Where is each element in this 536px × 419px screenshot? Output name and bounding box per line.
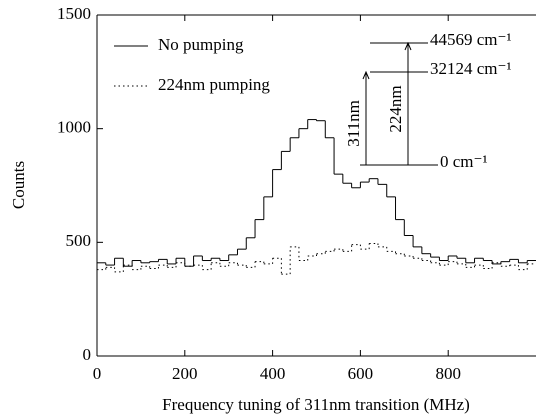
legend-label: No pumping (158, 35, 244, 54)
energy-level-label: 0 cm⁻¹ (440, 152, 488, 171)
energy-level-label: 32124 cm⁻¹ (430, 59, 512, 78)
y-axis-label: Counts (9, 161, 28, 209)
y-tick-label: 1000 (57, 118, 91, 137)
y-tick-label: 1500 (57, 4, 91, 23)
energy-level-label: 44569 cm⁻¹ (430, 30, 512, 49)
arrow-head (404, 41, 412, 51)
transition-label: 311nm (344, 100, 363, 147)
x-tick-label: 400 (260, 364, 286, 383)
x-tick-label: 600 (348, 364, 374, 383)
y-tick-label: 0 (83, 345, 92, 364)
arrow-head (362, 70, 370, 80)
y-tick-label: 500 (66, 231, 92, 250)
transition-label: 224nm (386, 85, 405, 132)
legend-label: 224nm pumping (158, 75, 270, 94)
x-axis-label: Frequency tuning of 311nm transition (MH… (162, 395, 470, 414)
x-tick-label: 200 (172, 364, 198, 383)
x-tick-label: 800 (435, 364, 461, 383)
x-tick-label: 0 (93, 364, 102, 383)
